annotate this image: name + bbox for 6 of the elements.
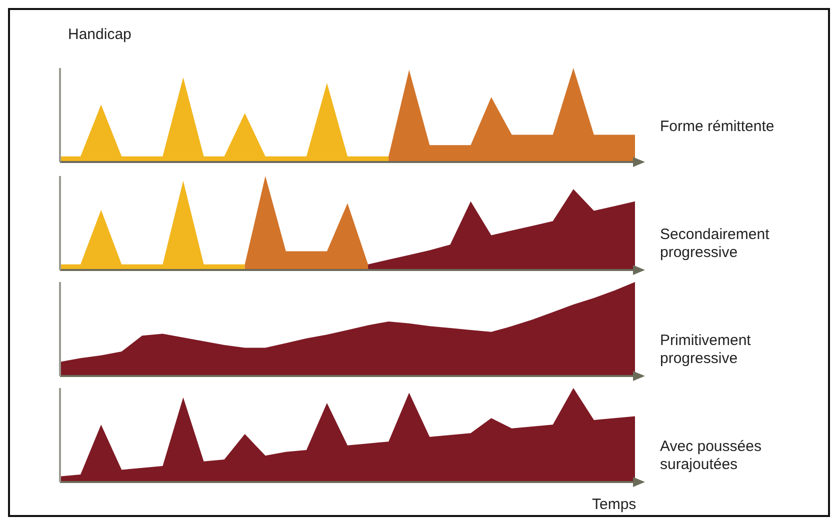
text: Secondairement progressive [660,226,770,262]
text: Avec poussées surajoutées [660,438,762,474]
y-axis-title: Handicap [68,26,132,43]
text: Primitivement progressive [660,332,752,368]
x-axis-title: Temps [592,496,636,513]
text: Forme rémittente [660,118,776,136]
